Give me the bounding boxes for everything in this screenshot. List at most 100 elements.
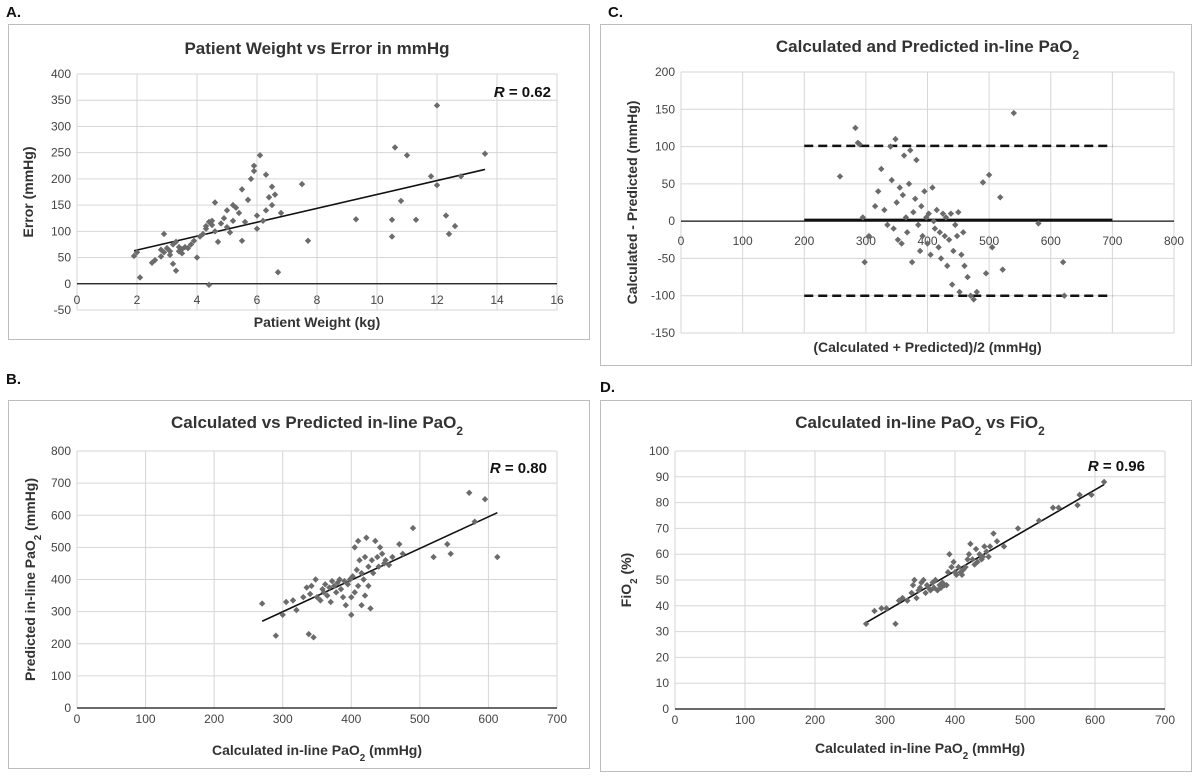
x-tick-label: 100	[733, 234, 753, 248]
label-main: Calculated and Predicted in-line PaO	[776, 37, 1073, 56]
data-point	[997, 194, 1004, 201]
y-tick-label: -100	[651, 289, 675, 303]
data-point	[300, 593, 307, 601]
data-point	[990, 530, 997, 537]
data-point	[253, 225, 261, 232]
data-point	[951, 569, 959, 576]
data-point	[253, 212, 261, 219]
y-tick-label: 150	[51, 198, 71, 212]
data-point	[333, 589, 340, 596]
data-point	[172, 267, 180, 274]
data-point	[361, 553, 369, 561]
x-tick-label: 100	[735, 713, 755, 727]
data-point	[957, 569, 964, 576]
chart-title: Patient Weight vs Error in mmHg	[184, 39, 449, 58]
label-end: (mmHg)	[22, 478, 38, 535]
data-point	[937, 255, 945, 262]
data-point	[1014, 525, 1022, 532]
chart-title: Calculated in-line PaO2 vs FiO2	[795, 413, 1045, 438]
data-point	[948, 563, 955, 571]
data-point	[924, 240, 931, 247]
data-point	[953, 232, 961, 240]
y-tick-label: 400	[51, 573, 71, 587]
data-point	[958, 571, 966, 579]
x-tick-label: 400	[945, 713, 965, 727]
x-tick-label: 500	[410, 712, 430, 726]
data-point	[427, 173, 435, 180]
data-point	[130, 252, 138, 260]
label-subscript-2: 2	[1038, 424, 1045, 438]
data-point	[993, 538, 1001, 545]
data-point	[303, 584, 310, 591]
data-point	[229, 217, 237, 225]
panel-letter-b: B.	[6, 371, 21, 388]
y-tick-label: 600	[51, 508, 71, 522]
data-point	[884, 221, 891, 229]
data-point	[955, 208, 962, 216]
data-point	[920, 576, 927, 584]
y-tick-label: 40	[656, 599, 670, 613]
data-point	[235, 209, 243, 217]
data-point	[169, 260, 177, 268]
data-point	[457, 173, 465, 180]
y-tick-label: 500	[51, 540, 71, 554]
y-tick-label: 100	[51, 224, 71, 238]
data-point	[950, 558, 957, 566]
data-point	[391, 144, 399, 151]
data-point	[262, 207, 270, 214]
y-tick-label: 60	[656, 547, 670, 561]
data-point	[836, 173, 844, 180]
data-point	[950, 247, 957, 255]
chart-d-pao2-vs-fio2: 0 100 200 300 400 500 600 700 0 10 20 30 40 50 60 70 80 9…	[600, 400, 1192, 772]
data-point	[916, 247, 924, 255]
data-point	[948, 281, 956, 288]
label-main: Calculated vs Predicted in-line PaO	[171, 413, 456, 432]
x-tick-label: 700	[1102, 234, 1122, 248]
data-point	[1059, 258, 1067, 266]
x-tick-label: 600	[1085, 713, 1105, 727]
data-point	[481, 495, 489, 503]
r-value: = 0.96	[1099, 458, 1145, 475]
data-point	[956, 288, 963, 296]
data-point	[892, 620, 899, 628]
r-value: = 0.80	[501, 460, 547, 477]
panel-letter-a: A.	[6, 4, 21, 21]
chart-a-weight-vs-error: 0 2 4 6 8 10 12 14 16 -50 0 50 100 150 200 250 300 350 400…	[8, 24, 590, 340]
data-point	[356, 557, 363, 564]
y-tick-label: 150	[655, 102, 675, 116]
data-point	[494, 553, 501, 561]
y-tick-label: 100	[655, 140, 675, 154]
y-axis-label: Calculated - Predicted (mmHg)	[624, 101, 640, 305]
data-point	[887, 143, 894, 150]
y-tick-label: -50	[54, 303, 72, 317]
data-point	[376, 544, 384, 551]
data-point	[451, 222, 459, 230]
y-tick-label: 400	[51, 67, 71, 81]
data-point	[258, 600, 266, 607]
data-point	[945, 236, 953, 243]
trendline	[133, 168, 486, 252]
y-tick-label: 90	[656, 470, 670, 484]
data-point	[217, 220, 225, 227]
data-point	[896, 184, 903, 191]
data-point	[999, 266, 1006, 273]
data-point	[964, 273, 971, 281]
data-point	[397, 197, 405, 205]
data-point	[396, 540, 403, 548]
data-point	[409, 524, 417, 532]
data-point	[893, 199, 900, 206]
y-tick-label: 350	[51, 93, 71, 107]
y-tick-label: 100	[51, 669, 71, 683]
data-point	[337, 585, 345, 593]
data-point	[944, 569, 952, 576]
data-point	[351, 589, 358, 596]
data-point	[184, 244, 192, 252]
y-tick-label: 70	[656, 521, 670, 535]
x-tick-label: 12	[430, 293, 444, 307]
data-point	[368, 557, 376, 564]
label-main: Calculated in-line PaO	[815, 740, 963, 756]
y-tick-label: 200	[51, 172, 71, 186]
data-point	[1074, 501, 1081, 509]
data-point	[899, 594, 906, 602]
label-subscript: 2	[1073, 48, 1080, 62]
